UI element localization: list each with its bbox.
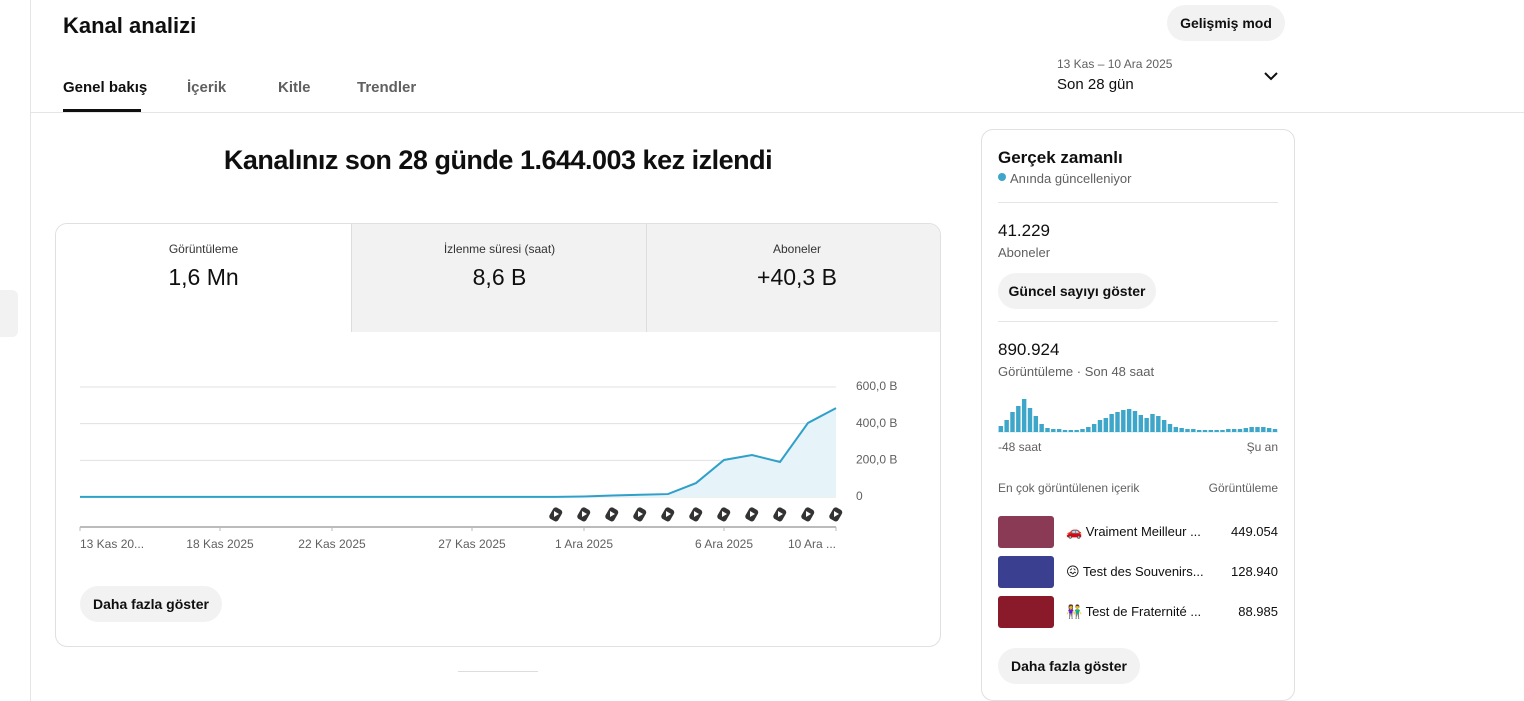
view-label: Görüntüleme · Son 48 saat xyxy=(998,364,1155,379)
top-item-views: 128.940 xyxy=(1231,564,1278,579)
advanced-mode-button[interactable]: Gelişmiş mod xyxy=(1167,5,1285,41)
chart-card: Görüntüleme 1,6 Mn İzlenme süresi (saat) 8… xyxy=(55,223,941,647)
more-button[interactable]: Daha fazla göster xyxy=(80,586,222,622)
sidebar-handle[interactable] xyxy=(0,290,18,337)
subscriber-label: Aboneler xyxy=(998,245,1051,260)
thumbnail[interactable] xyxy=(998,556,1054,588)
realtime-status: Anında güncelleniyor xyxy=(1010,171,1132,186)
tab[interactable]: Kitle xyxy=(278,79,311,96)
subscriber-count: 41.229 xyxy=(998,221,1050,240)
page-title: Kanal analizi xyxy=(63,13,197,38)
thumbnail[interactable] xyxy=(998,596,1054,628)
metric-label: Görüntüleme xyxy=(168,242,239,256)
top-item-views: 88.985 xyxy=(1238,604,1278,619)
tab[interactable]: Trendler xyxy=(357,79,417,96)
tab[interactable]: İçerik xyxy=(187,79,227,96)
metric-value: 1,6 Mn xyxy=(168,264,239,290)
metric-tab[interactable]: Aboneler +40,3 B xyxy=(646,224,940,332)
tab-divider xyxy=(30,112,1524,113)
sidebar-edge xyxy=(30,0,31,701)
realtime-card: Gerçek zamanlı Anında güncelleniyor 41.2… xyxy=(981,129,1295,701)
top-item-title[interactable]: 🚗 Vraiment Meilleur ... xyxy=(1066,524,1201,539)
realtime-title: Gerçek zamanlı xyxy=(998,148,1123,167)
date-range-label[interactable]: Son 28 gün xyxy=(1057,76,1134,93)
metric-tab[interactable]: Görüntüleme 1,6 Mn xyxy=(56,224,351,332)
top-item-title[interactable]: 😖 Test des Souvenirs... xyxy=(1066,564,1204,579)
thumbnail[interactable] xyxy=(998,516,1054,548)
date-range[interactable]: 13 Kas – 10 Ara 2025 xyxy=(1057,57,1173,71)
tab[interactable]: Genel bakış xyxy=(63,79,148,96)
top-content-header: En çok görüntülenen içerik xyxy=(998,481,1140,495)
metric-value: +40,3 B xyxy=(757,264,837,290)
divider xyxy=(998,321,1278,322)
top-views-header: Görüntüleme xyxy=(1208,481,1278,495)
more-button[interactable]: Daha fazla göster xyxy=(998,648,1140,684)
metric-tab[interactable]: İzlenme süresi (saat) 8,6 B xyxy=(351,224,647,332)
divider xyxy=(998,202,1278,203)
headline: Kanalınız son 28 günde 1.644.003 kez izl… xyxy=(223,145,773,175)
metric-label: Aboneler xyxy=(772,242,822,256)
metric-label: İzlenme süresi (saat) xyxy=(443,242,556,256)
metric-value: 8,6 B xyxy=(472,264,527,290)
live-count-button[interactable]: Güncel sayıyı göster xyxy=(998,273,1156,309)
tab-indicator xyxy=(63,109,141,112)
top-item-views: 449.054 xyxy=(1231,524,1278,539)
scroll-hint xyxy=(458,671,538,672)
dropdown-arrow[interactable] xyxy=(1262,70,1280,84)
top-item-title[interactable]: 👫 Test de Fraternité ... xyxy=(1066,604,1202,619)
live-dot xyxy=(998,173,1006,181)
view-count: 890.924 xyxy=(998,340,1060,359)
